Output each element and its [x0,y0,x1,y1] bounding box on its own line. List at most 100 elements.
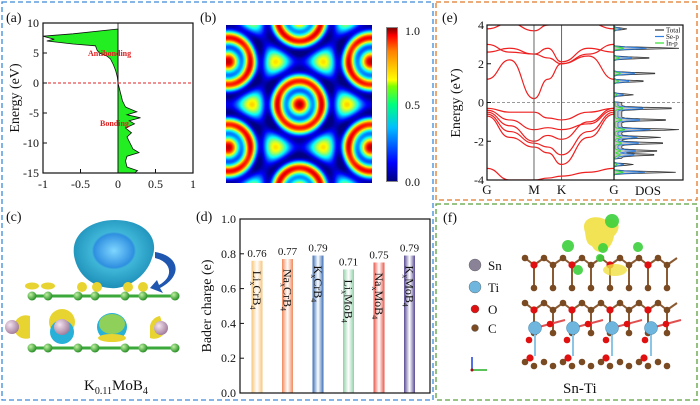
legend-label: Ti [488,280,499,295]
x-tick-label: 0 [115,177,121,191]
oxygen-atom [530,261,538,269]
boron-atom [27,291,37,301]
oxygen-atom [568,261,576,269]
titanium-atom [644,321,658,335]
boron-atom [27,343,37,353]
kpoint-label: K [557,182,567,197]
bar-category-label: NaxMoB4 [370,273,386,320]
sn-ti-structure [521,214,682,370]
bar [373,262,385,393]
oxygen-atom [641,336,649,344]
label-part: CrB [250,285,264,305]
x-tick-label: -1 [38,177,48,191]
carbon-atom [635,358,643,366]
carbon-atom [540,254,548,262]
band-line [487,47,615,63]
charge-density-green [598,243,608,253]
bar-value-label: 0.79 [400,243,420,255]
charge-density-illustration [5,220,180,353]
mo-atom [54,319,70,335]
carbon-atom [587,362,595,370]
bader-ylabel: Bader charge (e) [200,259,215,352]
colorbar [386,27,398,182]
oxygen-atom [568,306,576,314]
cohp-axes-frame [42,22,194,174]
boron-atom [138,343,148,353]
legend-label: Se-p [666,33,679,41]
annotation-antibonding: Antibonding [88,49,131,58]
bader-axes-frame [239,218,431,394]
carbon-atom [559,299,567,307]
legend-atom-c [471,324,479,332]
panel-d: (d) 0.00.20.40.60.81.00.76LixCrB40.77Nax… [196,210,431,400]
carbon-atom [568,284,576,292]
panel-c: (c) K0.11MoB4 [5,210,180,397]
plot-area [487,25,683,180]
label-part: x [401,274,410,278]
charge-lobe [92,282,102,292]
label-part: 4 [370,315,379,319]
band-line [487,43,615,65]
oxygen-atom [640,354,648,362]
kpoint-label: G [609,182,618,197]
label-part: x [248,281,257,285]
panel-a-label: (a) [6,11,22,26]
legend-label: In-p [666,40,678,48]
cohp-area [42,28,141,174]
label-part: 4 [248,305,257,309]
carbon-atom [663,362,671,370]
label-part: CrB [311,278,325,298]
oxygen-atom [530,306,538,314]
carbon-atom [616,299,624,307]
kpoint-label: G [482,182,491,197]
carbon-atom [549,306,557,314]
bar-category-label: KxMoB4 [401,266,417,307]
carbon-atom [625,329,633,337]
panel-c-label: (c) [6,210,22,225]
carbon-atom [635,254,643,262]
carbon-atom [521,358,529,366]
electron-localization-heatmap [226,25,372,183]
carbon-atom [587,306,595,314]
carbon-atom [559,254,567,262]
charge-lobe [41,282,55,290]
band-line [487,107,615,142]
carbon-atom [587,329,595,337]
y-tick-label: 0.8 [221,247,236,261]
panel-f-caption: Sn-Ti [563,381,597,397]
cohp-plot: -1 -0.5 0 0.5 1 10 5 0 -5 -10 -15 [23,16,196,191]
panel-group-border-blue [1,1,434,401]
mo-atom [5,320,19,334]
legend-label: O [488,302,497,317]
panel-f-label: (f) [443,211,457,226]
oxygen-atom [644,306,652,314]
legend-label: Sn [488,258,502,273]
carbon-atom [549,362,557,370]
carbon-atom [521,254,529,262]
panel-f-border [435,203,698,401]
boron-atom [120,291,130,301]
band-line [487,167,615,180]
y-tick-label: -15 [23,166,39,180]
boron-atom [90,291,100,301]
y-tick-label: -4 [474,173,484,187]
carbon-atom [625,284,633,292]
titanium-atom [566,321,580,335]
label-part: 4 [401,303,410,307]
charge-density-yellow [603,264,627,276]
bar-value-label: 0.77 [278,246,298,258]
charge-lobe [138,282,148,292]
charge-lobe [123,282,133,292]
carbon-atom [654,299,662,307]
mo-atoms [5,309,168,344]
panel-b-label: (b) [200,11,217,26]
bar-value-label: 0.71 [339,256,358,268]
boron-atom [73,343,83,353]
boron-atom [90,343,100,353]
bar-value-label: 0.76 [247,248,267,260]
cohp-ylabel: Energy (eV) [8,63,23,133]
oxygen-atom [525,336,533,344]
carbon-atom [654,358,662,366]
